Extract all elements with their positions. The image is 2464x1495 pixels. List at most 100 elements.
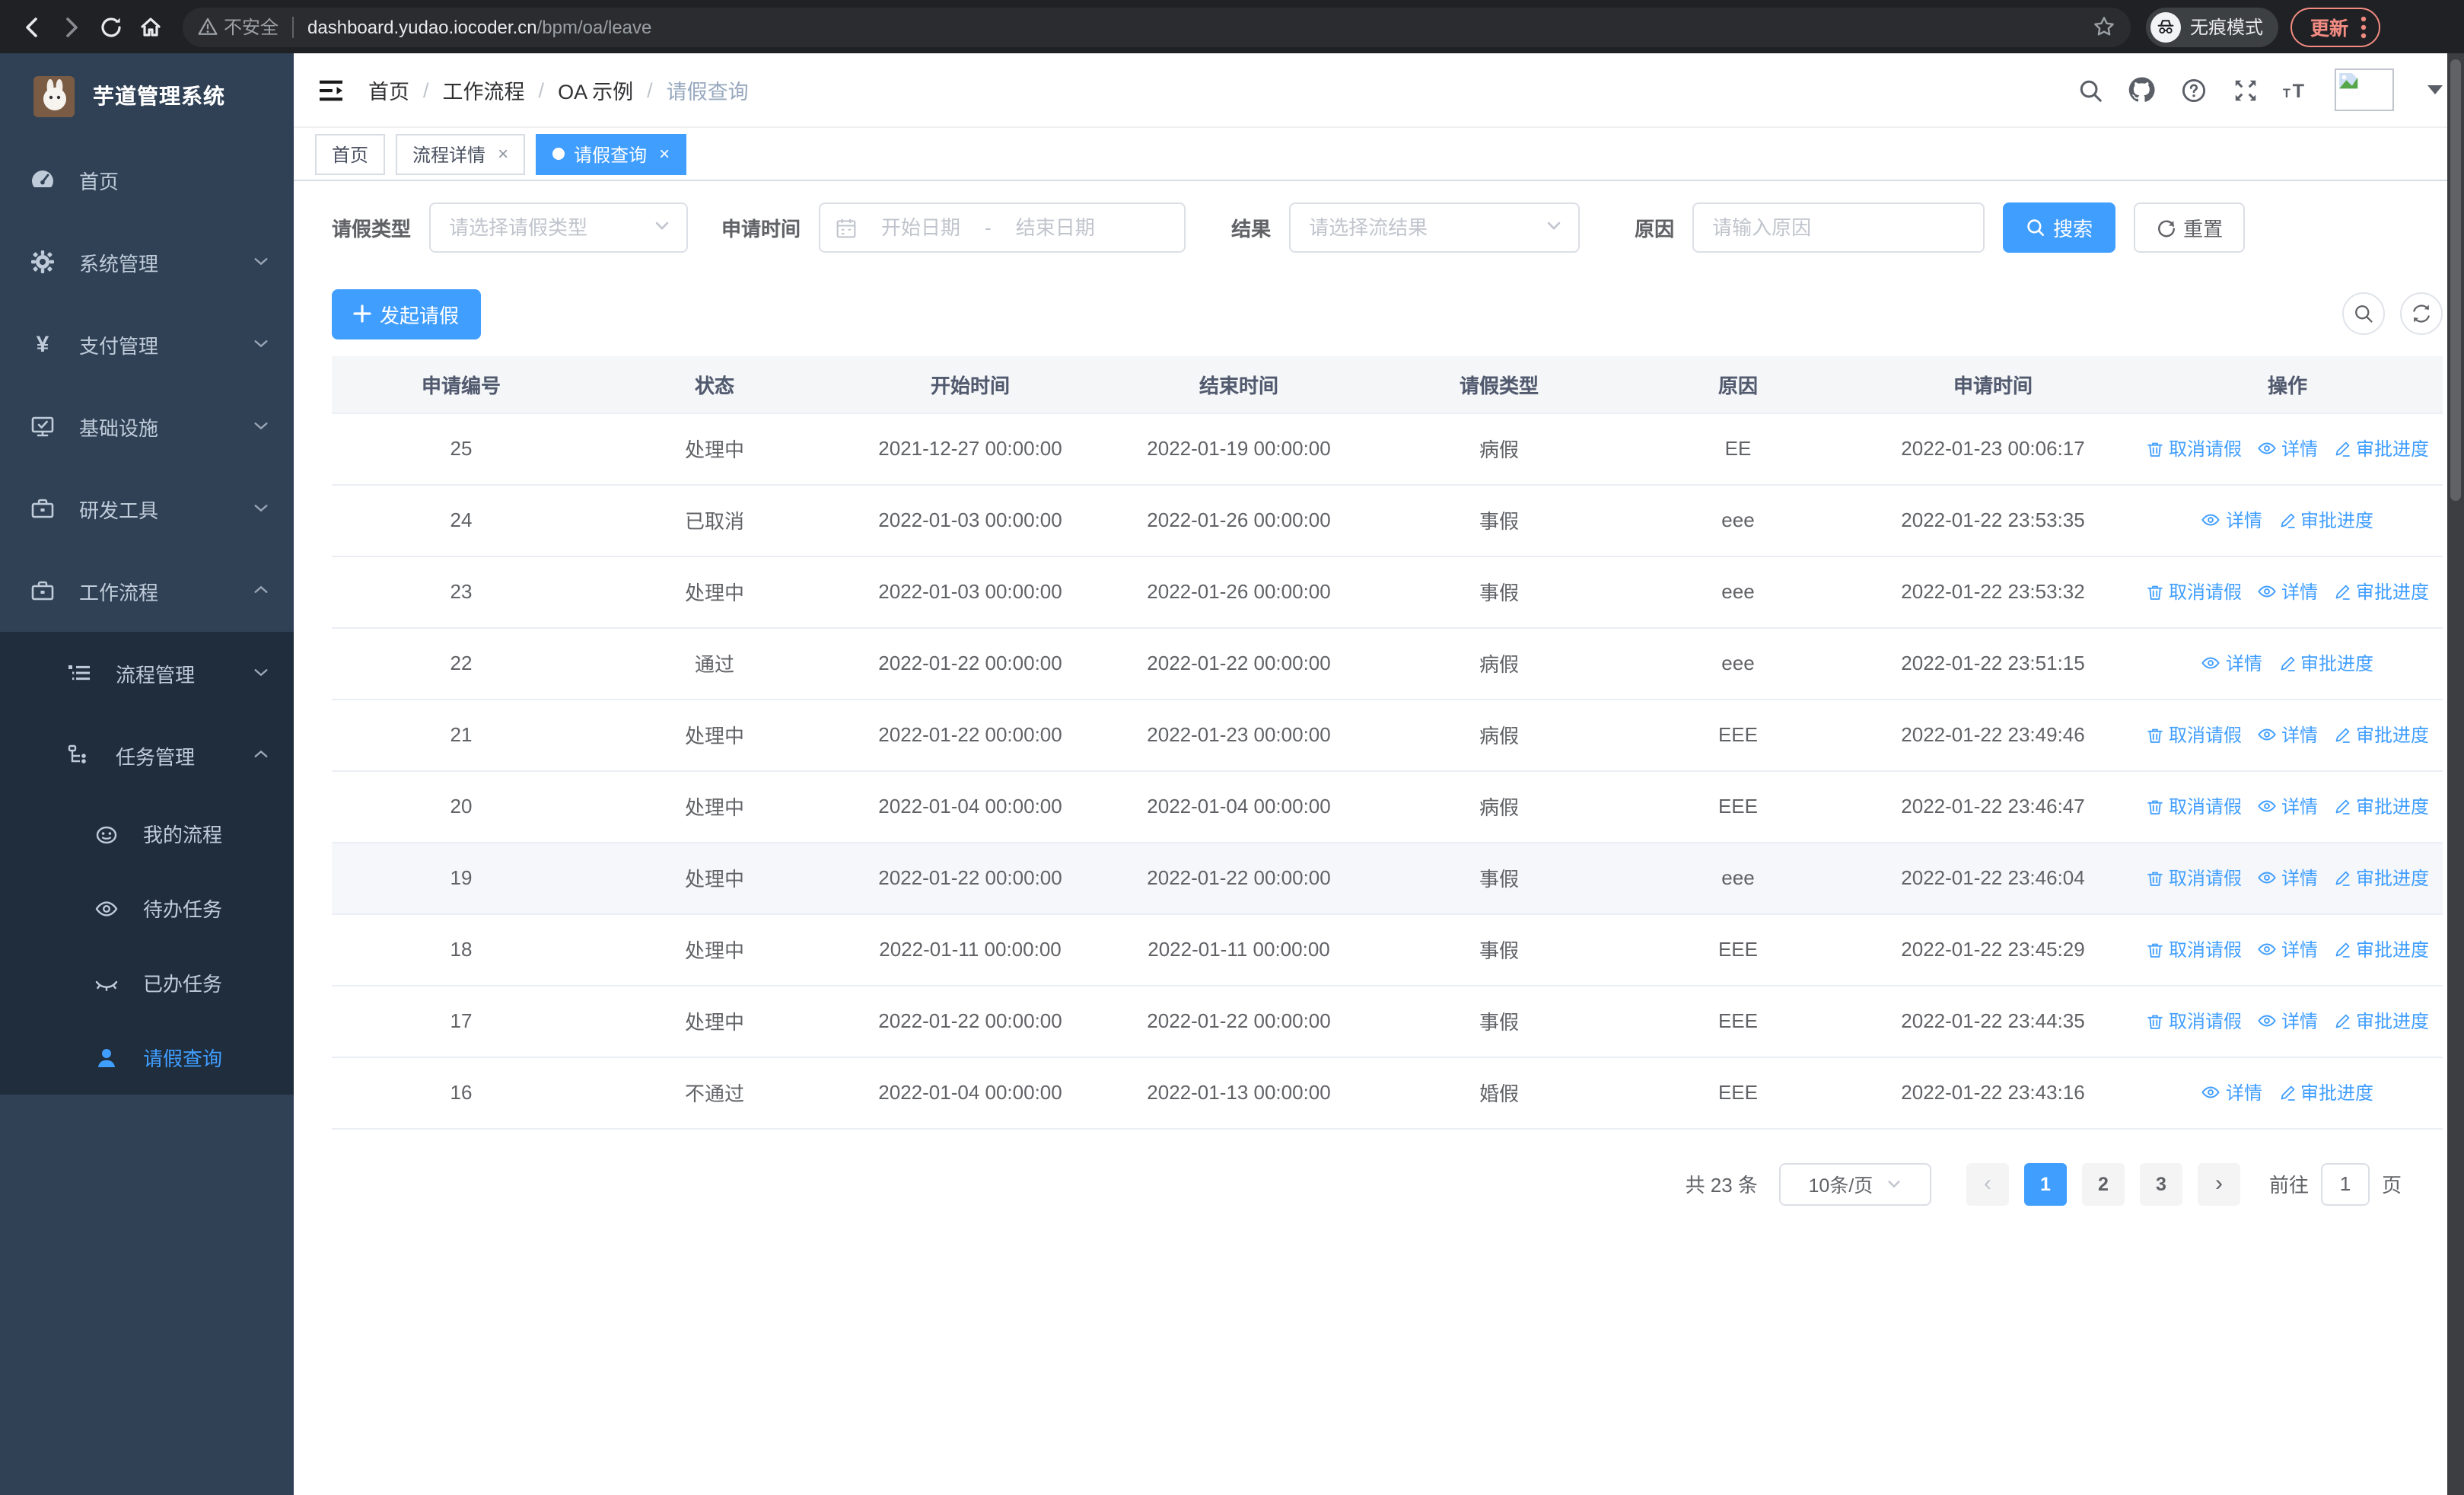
apply-time-range-picker[interactable]: -	[819, 202, 1186, 253]
close-icon[interactable]: ×	[659, 143, 670, 164]
reload-icon[interactable]	[91, 7, 131, 46]
sidebar-item-task-mgmt[interactable]: 任务管理	[0, 714, 294, 796]
page-button-2[interactable]: 2	[2081, 1162, 2125, 1205]
svg-text:T: T	[2293, 80, 2305, 101]
detail-link[interactable]: 详情	[2257, 864, 2318, 890]
approval-progress-link[interactable]: 审批进度	[2333, 722, 2429, 748]
cancel-leave-link[interactable]: 取消请假	[2146, 579, 2242, 604]
cell-operations: 取消请假 详情 审批进度	[2132, 913, 2443, 986]
address-bar[interactable]: 不安全 dashboard.yudao.iocoder.cn/bpm/oa/le…	[183, 7, 2131, 46]
sidebar-item-process-mgmt[interactable]: 流程管理	[0, 632, 294, 714]
detail-link[interactable]: 详情	[2257, 435, 2318, 461]
reset-button[interactable]: 重置	[2134, 202, 2246, 253]
page-button-1[interactable]: 1	[2023, 1162, 2067, 1205]
detail-link[interactable]: 详情	[2201, 1079, 2262, 1105]
approval-progress-link[interactable]: 审批进度	[2333, 435, 2429, 461]
refresh-table-button[interactable]	[2400, 292, 2443, 335]
top-navbar: 首页 / 工作流程 / OA 示例 / 请假查询	[294, 53, 2464, 128]
fullscreen-icon[interactable]	[2231, 76, 2259, 104]
cancel-leave-link[interactable]: 取消请假	[2146, 793, 2242, 819]
help-icon[interactable]	[2179, 76, 2207, 104]
cancel-leave-link[interactable]: 取消请假	[2146, 722, 2242, 748]
cell-start: 2022-01-22 00:00:00	[839, 699, 1102, 771]
cell-applied: 2022-01-22 23:53:32	[1854, 556, 2132, 628]
sidebar-item-my-process[interactable]: 我的流程	[0, 796, 294, 871]
forward-icon[interactable]	[52, 7, 91, 46]
security-warning[interactable]: 不安全	[198, 14, 279, 40]
close-icon[interactable]: ×	[498, 143, 509, 164]
avatar[interactable]	[2335, 69, 2394, 111]
tab-process-detail[interactable]: 流程详情 ×	[396, 133, 526, 174]
cell-type: 事假	[1376, 913, 1622, 986]
sidebar-item-todo-tasks[interactable]: 待办任务	[0, 871, 294, 945]
show-search-button[interactable]	[2342, 292, 2385, 335]
cell-id: 20	[332, 770, 591, 843]
approval-progress-link[interactable]: 审批进度	[2333, 1008, 2429, 1034]
back-icon[interactable]	[12, 7, 52, 46]
approval-progress-link[interactable]: 审批进度	[2333, 865, 2429, 891]
cancel-leave-link[interactable]: 取消请假	[2146, 936, 2242, 962]
edit-icon	[2335, 441, 2350, 456]
search-icon[interactable]	[2076, 76, 2103, 104]
reason-field[interactable]	[1692, 202, 1985, 253]
leave-type-input[interactable]	[446, 215, 654, 241]
sidebar-collapse-icon[interactable]	[306, 66, 356, 113]
page-button-3[interactable]: 3	[2139, 1162, 2182, 1205]
detail-link[interactable]: 详情	[2201, 506, 2262, 532]
detail-link[interactable]: 详情	[2257, 792, 2318, 818]
detail-link[interactable]: 详情	[2201, 649, 2262, 675]
search-button[interactable]: 搜索	[2003, 202, 2116, 253]
update-chip[interactable]: 更新	[2291, 7, 2381, 46]
reason-input[interactable]	[1709, 215, 1969, 241]
cancel-leave-link[interactable]: 取消请假	[2146, 865, 2242, 891]
avatar-caret-icon[interactable]	[2427, 85, 2443, 94]
sidebar-item-workflow[interactable]: 工作流程	[0, 550, 294, 632]
approval-progress-link[interactable]: 审批进度	[2333, 579, 2429, 604]
breadcrumb-home[interactable]: 首页	[368, 81, 409, 104]
approval-progress-link[interactable]: 审批进度	[2278, 650, 2373, 676]
plus-icon	[354, 304, 372, 323]
page-size-select[interactable]: 10条/页	[1778, 1162, 1931, 1205]
bookmark-star-icon[interactable]	[2093, 15, 2115, 38]
sidebar-item-home[interactable]: 首页	[0, 139, 294, 221]
detail-link[interactable]: 详情	[2257, 578, 2318, 604]
sidebar-item-leave-query[interactable]: 请假查询	[0, 1020, 294, 1095]
breadcrumb-oa[interactable]: OA 示例	[558, 81, 634, 104]
result-select[interactable]	[1289, 202, 1581, 253]
detail-link[interactable]: 详情	[2257, 936, 2318, 961]
sidebar-item-system[interactable]: 系统管理	[0, 221, 294, 303]
approval-progress-link[interactable]: 审批进度	[2278, 507, 2373, 533]
table-row: 23 处理中 2022-01-03 00:00:00 2022-01-26 00:00…	[332, 556, 2443, 628]
sidebar-item-payment[interactable]: ¥ 支付管理	[0, 303, 294, 385]
tab-leave-query[interactable]: 请假查询 ×	[536, 133, 687, 174]
leave-type-select[interactable]	[429, 202, 689, 253]
menu-dots-icon[interactable]	[2361, 14, 2367, 39]
sidebar-item-infrastructure[interactable]: 基础设施	[0, 385, 294, 467]
tab-home[interactable]: 首页	[315, 133, 386, 174]
create-leave-button[interactable]: 发起请假	[332, 288, 481, 339]
start-date-input[interactable]	[866, 215, 976, 241]
approval-progress-link[interactable]: 审批进度	[2333, 936, 2429, 962]
sidebar-item-devtools[interactable]: 研发工具	[0, 467, 294, 550]
breadcrumb-workflow[interactable]: 工作流程	[442, 81, 525, 104]
cell-status: 处理中	[591, 985, 839, 1057]
cancel-leave-link[interactable]: 取消请假	[2146, 1008, 2242, 1034]
edit-icon	[2335, 942, 2350, 957]
approval-progress-link[interactable]: 审批进度	[2333, 793, 2429, 819]
sidebar-item-done-tasks[interactable]: 已办任务	[0, 945, 294, 1020]
window-scrollbar[interactable]	[2447, 53, 2464, 1495]
prev-page-button[interactable]: ‹	[1966, 1162, 2009, 1205]
app-logo[interactable]: 芋道管理系统	[0, 53, 294, 139]
scrollbar-thumb[interactable]	[2450, 59, 2461, 501]
detail-link[interactable]: 详情	[2257, 721, 2318, 747]
github-icon[interactable]	[2128, 76, 2155, 104]
home-icon[interactable]	[131, 7, 170, 46]
approval-progress-link[interactable]: 审批进度	[2278, 1079, 2373, 1105]
result-input[interactable]	[1306, 215, 1546, 241]
next-page-button[interactable]: ›	[2197, 1162, 2240, 1205]
detail-link[interactable]: 详情	[2257, 1007, 2318, 1033]
cancel-leave-link[interactable]: 取消请假	[2146, 435, 2242, 461]
end-date-input[interactable]	[1000, 215, 1110, 241]
goto-page-input[interactable]	[2320, 1162, 2370, 1205]
